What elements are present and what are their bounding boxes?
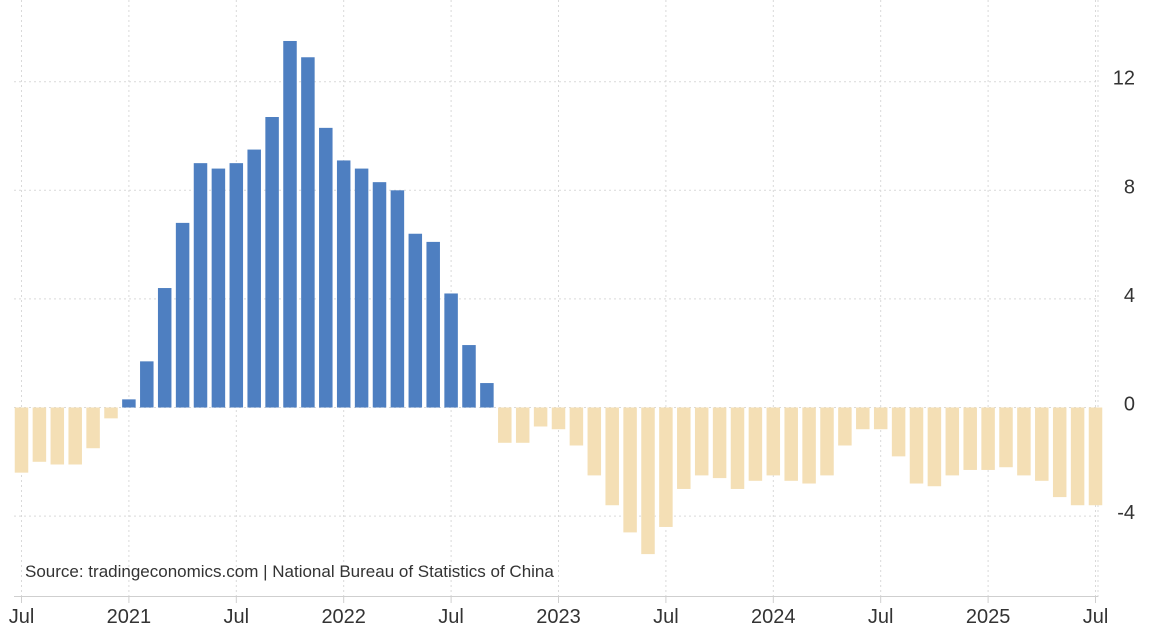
x-tick-label: Jul — [438, 606, 464, 628]
x-tick-label: Jul — [653, 606, 679, 628]
bar — [587, 407, 602, 476]
bar — [372, 182, 387, 408]
x-tick-label: 2021 — [107, 606, 152, 628]
bar — [694, 407, 709, 476]
bar — [569, 407, 584, 446]
bar — [1035, 407, 1049, 481]
bar — [104, 407, 118, 419]
bar — [838, 407, 852, 446]
bar — [229, 163, 244, 408]
bar — [211, 168, 226, 408]
bar — [390, 190, 405, 408]
bar — [265, 117, 279, 408]
bar — [927, 407, 942, 487]
bar — [32, 407, 47, 462]
y-tick-label: 4 — [1124, 285, 1135, 307]
x-tick-label: 2023 — [536, 606, 581, 628]
bar — [945, 407, 960, 476]
source-label: Source: tradingeconomics.com | National … — [25, 562, 554, 581]
bars — [14, 40, 1103, 555]
x-tick-label: Jul — [1083, 606, 1109, 628]
bar — [444, 293, 458, 408]
bar — [999, 407, 1013, 468]
x-tick-label: 2024 — [751, 606, 796, 628]
x-tick-label: 2025 — [966, 606, 1011, 628]
bar — [1070, 407, 1085, 506]
bar — [730, 407, 745, 489]
bar — [515, 407, 530, 443]
bar — [426, 241, 440, 408]
bar — [68, 407, 82, 465]
bar — [283, 40, 297, 408]
bar — [856, 407, 870, 430]
bar — [891, 407, 906, 457]
bar — [533, 407, 548, 427]
x-tick-label: Jul — [868, 606, 894, 628]
bar — [802, 407, 816, 484]
bar — [605, 407, 619, 506]
bar — [336, 160, 351, 408]
x-tick-label: Jul — [9, 606, 35, 628]
bar — [551, 407, 566, 430]
bar — [86, 407, 100, 449]
bar — [659, 407, 673, 527]
bar — [354, 168, 369, 408]
x-tick-label: Jul — [224, 606, 250, 628]
bar — [193, 163, 208, 408]
bar — [301, 57, 315, 408]
bar — [873, 407, 888, 430]
bar — [1017, 407, 1031, 476]
bar — [766, 407, 781, 476]
x-tick-label: 2022 — [321, 606, 366, 628]
bar — [175, 222, 190, 408]
bar — [748, 407, 763, 481]
bar — [1088, 407, 1103, 506]
bar — [677, 407, 691, 489]
y-tick-label: 8 — [1124, 176, 1135, 198]
y-tick-label: -4 — [1117, 502, 1135, 524]
bar — [157, 288, 172, 408]
bar — [623, 407, 637, 533]
bar — [140, 361, 154, 408]
bar — [963, 407, 977, 470]
bar — [14, 407, 29, 473]
bar — [498, 407, 512, 443]
bar — [319, 127, 333, 408]
bar — [1052, 407, 1067, 498]
bar — [909, 407, 924, 484]
bar — [784, 407, 798, 481]
bar — [122, 399, 136, 408]
bar — [480, 383, 494, 408]
bar — [462, 345, 476, 408]
bar — [408, 233, 423, 408]
bar — [247, 149, 261, 408]
bar — [50, 407, 65, 465]
y-tick-label: 0 — [1124, 394, 1135, 416]
bar — [641, 407, 655, 555]
axes: 12 8 4 0 -4 Jul 2021 Jul 2022 Jul 2023 Jul 2024 Jul 20… — [9, 68, 1135, 628]
bar — [820, 407, 834, 476]
y-tick-label: 12 — [1113, 68, 1135, 90]
bar — [712, 407, 727, 479]
bar — [981, 407, 995, 470]
